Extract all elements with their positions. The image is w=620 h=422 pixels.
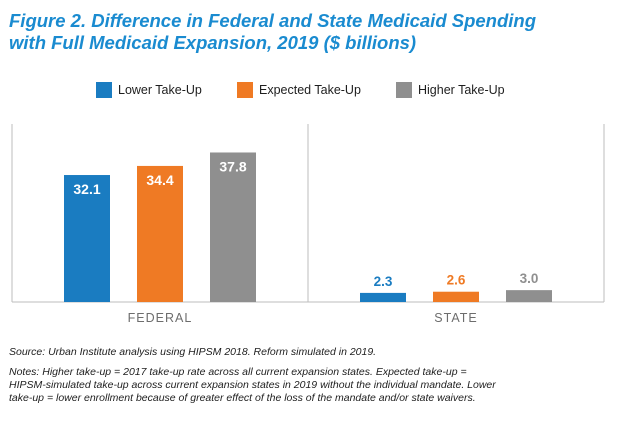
legend-label-expected-take-up: Expected Take-Up	[259, 83, 361, 97]
chart-title-line-1: Figure 2. Difference in Federal and Stat…	[9, 10, 537, 31]
source-note: Source: Urban Institute analysis using H…	[9, 346, 377, 358]
notes-block: Notes: Higher take-up = 2017 take-up rat…	[9, 366, 611, 405]
legend-item-expected-take-up: Expected Take-Up	[237, 82, 361, 98]
bar-state-higher-take-up	[506, 290, 552, 302]
bar-federal-higher-take-up	[210, 152, 256, 302]
legend-swatch-lower-take-up	[96, 82, 112, 98]
chart-legend: Lower Take-Up Expected Take-Up Higher Ta…	[0, 82, 620, 98]
notes-line-3: take-up = lower enrollment because of gr…	[9, 392, 476, 404]
bar-federal-lower-take-up	[64, 175, 110, 302]
chart-title: Figure 2. Difference in Federal and Stat…	[9, 10, 609, 54]
data-label-state-expected-take-up: 2.6	[447, 273, 466, 288]
legend-swatch-expected-take-up	[237, 82, 253, 98]
legend-item-lower-take-up: Lower Take-Up	[96, 82, 202, 98]
bar-state-expected-take-up	[433, 291, 479, 302]
chart-title-line-2: with Full Medicaid Expansion, 2019 ($ bi…	[9, 32, 417, 53]
bar-federal-expected-take-up	[137, 165, 183, 302]
category-label-state: STATE	[434, 311, 477, 325]
data-label-state-lower-take-up: 2.3	[374, 274, 393, 289]
data-label-federal-higher-take-up: 37.8	[219, 158, 246, 174]
legend-label-lower-take-up: Lower Take-Up	[118, 83, 202, 97]
category-label-federal: FEDERAL	[128, 311, 193, 325]
legend-item-higher-take-up: Higher Take-Up	[396, 82, 505, 98]
bar-state-lower-take-up	[360, 292, 406, 302]
legend-label-higher-take-up: Higher Take-Up	[418, 83, 505, 97]
notes-line-1: Notes: Higher take-up = 2017 take-up rat…	[9, 366, 467, 378]
data-label-federal-expected-take-up: 34.4	[146, 172, 173, 188]
data-label-federal-lower-take-up: 32.1	[73, 181, 100, 197]
data-label-state-higher-take-up: 3.0	[520, 271, 539, 286]
notes-line-2: HIPSM-simulated take-up across current e…	[9, 379, 496, 391]
legend-swatch-higher-take-up	[396, 82, 412, 98]
